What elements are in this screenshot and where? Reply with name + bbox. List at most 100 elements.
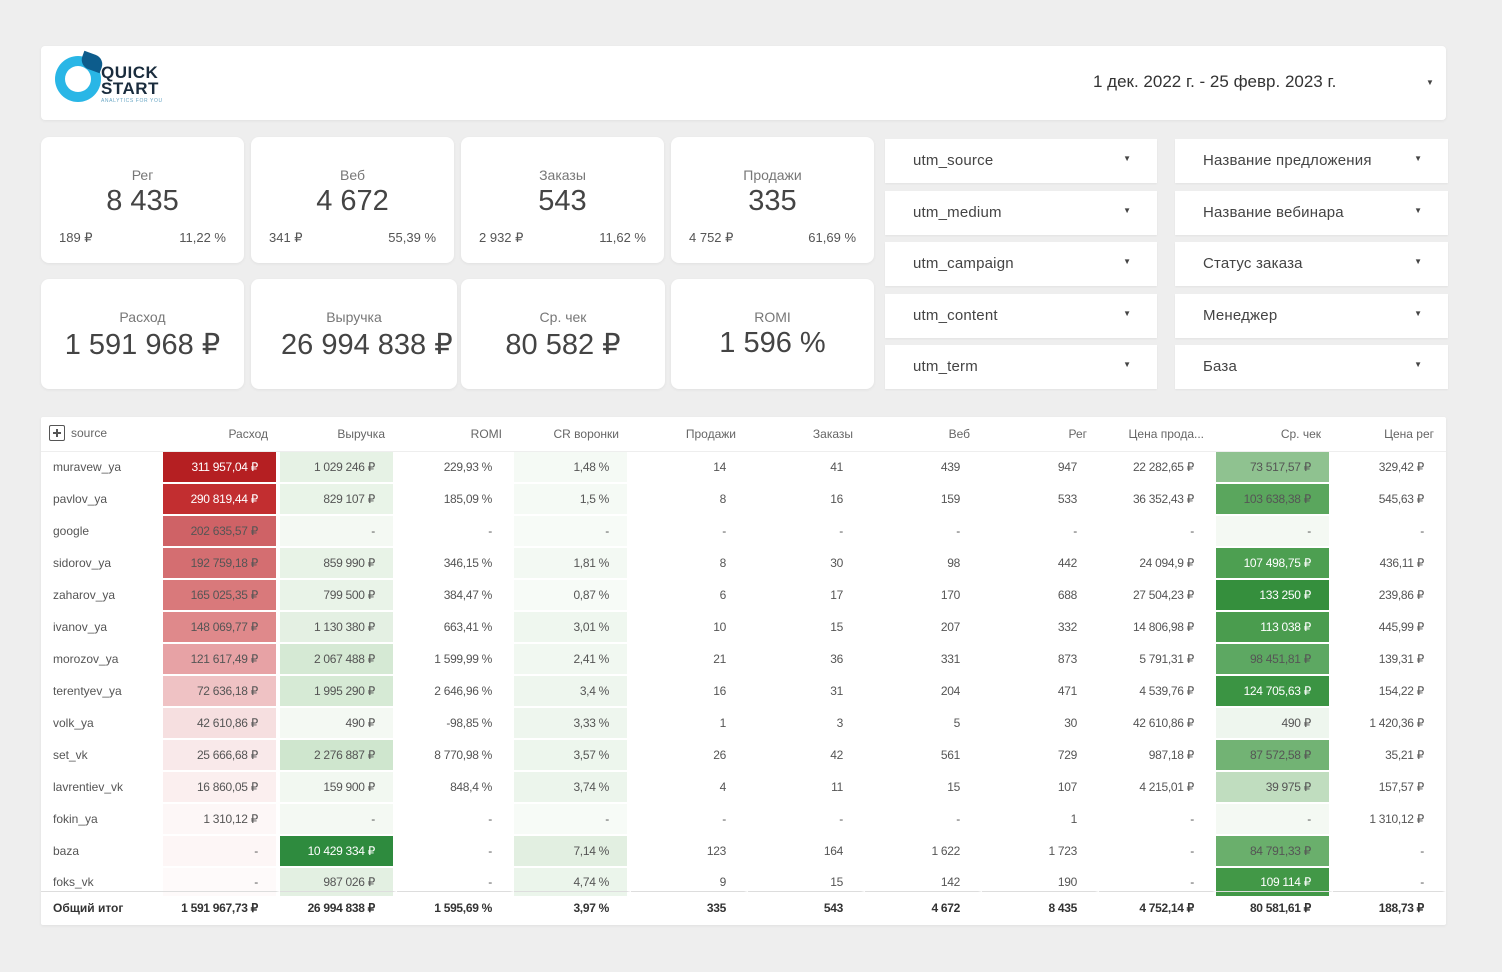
- cell-cr: 0,87 %: [514, 580, 631, 612]
- cell-reg: 1: [982, 804, 1099, 836]
- cell-source: volk_ya: [41, 708, 163, 740]
- cell-sale-price: 42 610,86 ₽: [1099, 708, 1216, 740]
- chevron-down-icon[interactable]: ▼: [1123, 154, 1131, 163]
- cell-reg-price: 329,42 ₽: [1333, 452, 1446, 484]
- filter-webinar-name[interactable]: Название вебинара ▼: [1175, 191, 1448, 235]
- date-range-picker[interactable]: 1 дек. 2022 г. - 25 февр. 2023 г.: [1093, 72, 1337, 91]
- cell-expense: 148 069,77 ₽: [163, 612, 280, 644]
- table-row[interactable]: set_vk 25 666,68 ₽2 276 887 ₽8 770,98 % 3,…: [41, 740, 1446, 772]
- filter-utm-content[interactable]: utm_content ▼: [885, 294, 1157, 338]
- table-header-row: source Расход Выручка ROMI CR воронки Пр…: [41, 417, 1446, 452]
- cell-expense: 311 957,04 ₽: [163, 452, 280, 484]
- cell-reg: 688: [982, 580, 1099, 612]
- cell-sales: 21: [631, 644, 748, 676]
- pivot-table: source Расход Выручка ROMI CR воронки Пр…: [41, 417, 1446, 896]
- table-row[interactable]: ivanov_ya 148 069,77 ₽1 130 380 ₽663,41 %…: [41, 612, 1446, 644]
- filter-label: utm_content: [913, 307, 998, 324]
- cell-avg-check: 98 451,81 ₽: [1216, 644, 1333, 676]
- cell-sale-price: -: [1099, 836, 1216, 868]
- col-header-source[interactable]: source: [41, 417, 163, 452]
- col-header-label: source: [71, 426, 108, 441]
- table-row[interactable]: lavrentiev_vk 16 860,05 ₽159 900 ₽848,4 %…: [41, 772, 1446, 804]
- col-header-reg[interactable]: Рег: [982, 417, 1099, 452]
- col-header-orders[interactable]: Заказы: [748, 417, 865, 452]
- total-sale-price: 4 752,14 ₽: [1099, 891, 1216, 924]
- cell-expense: 192 759,18 ₽: [163, 548, 280, 580]
- cell-orders: 15: [748, 612, 865, 644]
- filter-label: utm_campaign: [913, 255, 1014, 272]
- chevron-down-icon[interactable]: ▼: [1123, 360, 1131, 369]
- col-header-web[interactable]: Веб: [865, 417, 982, 452]
- cell-sales: 123: [631, 836, 748, 868]
- cell-web: 204: [865, 676, 982, 708]
- filter-offer-name[interactable]: Название предложения ▼: [1175, 139, 1448, 183]
- cell-sales: 8: [631, 548, 748, 580]
- cell-revenue: -: [280, 516, 397, 548]
- cell-source: google: [41, 516, 163, 548]
- chevron-down-icon[interactable]: ▼: [1414, 257, 1422, 266]
- cell-sale-price: 4 215,01 ₽: [1099, 772, 1216, 804]
- cell-avg-check: 133 250 ₽: [1216, 580, 1333, 612]
- chevron-down-icon[interactable]: ▼: [1123, 257, 1131, 266]
- chevron-down-icon[interactable]: ▼: [1414, 154, 1422, 163]
- filter-utm-campaign[interactable]: utm_campaign ▼: [885, 242, 1157, 286]
- total-reg: 8 435: [982, 891, 1099, 924]
- filter-base[interactable]: База ▼: [1175, 345, 1448, 389]
- filter-utm-medium[interactable]: utm_medium ▼: [885, 191, 1157, 235]
- col-header-cr[interactable]: CR воронки: [514, 417, 631, 452]
- table-row[interactable]: fokin_ya 1 310,12 ₽ - - - - - -1- -1 310,12 ₽: [41, 804, 1446, 836]
- cell-cr: -: [514, 804, 631, 836]
- col-header-expense[interactable]: Расход: [163, 417, 280, 452]
- filter-utm-term[interactable]: utm_term ▼: [885, 345, 1157, 389]
- table-row[interactable]: terentyev_ya 72 636,18 ₽1 995 290 ₽2 646,…: [41, 676, 1446, 708]
- table-body: muravew_ya 311 957,04 ₽1 029 246 ₽229,93 …: [41, 452, 1446, 896]
- cell-reg-price: 445,99 ₽: [1333, 612, 1446, 644]
- filter-manager[interactable]: Менеджер ▼: [1175, 294, 1448, 338]
- chevron-down-icon[interactable]: ▼: [1414, 206, 1422, 215]
- cell-reg-price: 436,11 ₽: [1333, 548, 1446, 580]
- col-header-avg-check[interactable]: Ср. чек: [1216, 417, 1333, 452]
- cell-sale-price: -: [1099, 516, 1216, 548]
- chevron-down-icon[interactable]: ▼: [1123, 309, 1131, 318]
- table-row[interactable]: pavlov_ya 290 819,44 ₽829 107 ₽185,09 % 1,…: [41, 484, 1446, 516]
- cell-sale-price: -: [1099, 804, 1216, 836]
- col-header-sale-price[interactable]: Цена прода...: [1099, 417, 1216, 452]
- cell-sales: 26: [631, 740, 748, 772]
- cell-orders: 164: [748, 836, 865, 868]
- filter-utm-source[interactable]: utm_source ▼: [885, 139, 1157, 183]
- chevron-down-icon[interactable]: ▼: [1414, 360, 1422, 369]
- cell-reg: -: [982, 516, 1099, 548]
- cell-reg-price: 1 420,36 ₽: [1333, 708, 1446, 740]
- kpi-conversion: 11,22 %: [179, 230, 226, 245]
- cell-source: fokin_ya: [41, 804, 163, 836]
- col-header-revenue[interactable]: Выручка: [280, 417, 397, 452]
- logo-tagline: ANALYTICS FOR YOU: [101, 98, 163, 104]
- table-row[interactable]: google 202 635,57 ₽ - - - - - - - - - -: [41, 516, 1446, 548]
- cell-orders: 41: [748, 452, 865, 484]
- table-row[interactable]: baza -10 429 334 ₽ -7,14 % 123 164 1 622 1 723…: [41, 836, 1446, 868]
- table-row[interactable]: muravew_ya 311 957,04 ₽1 029 246 ₽229,93 …: [41, 452, 1446, 484]
- chevron-down-icon[interactable]: ▼: [1414, 309, 1422, 318]
- cell-avg-check: 73 517,57 ₽: [1216, 452, 1333, 484]
- cell-web: 331: [865, 644, 982, 676]
- table-row[interactable]: morozov_ya 121 617,49 ₽2 067 488 ₽1 599,9…: [41, 644, 1446, 676]
- filter-order-status[interactable]: Статус заказа ▼: [1175, 242, 1448, 286]
- plus-square-icon[interactable]: [49, 425, 65, 441]
- col-header-romi[interactable]: ROMI: [397, 417, 514, 452]
- cell-romi: 346,15 %: [397, 548, 514, 580]
- cell-web: -: [865, 516, 982, 548]
- chevron-down-icon[interactable]: ▼: [1123, 206, 1131, 215]
- date-range-dropdown-icon[interactable]: ▼: [1426, 78, 1434, 87]
- col-header-reg-price[interactable]: Цена рег: [1333, 417, 1446, 452]
- cell-source: set_vk: [41, 740, 163, 772]
- cell-expense: 72 636,18 ₽: [163, 676, 280, 708]
- kpi-card-expense: Расход 1 591 968 ₽: [41, 279, 244, 389]
- total-expense: 1 591 967,73 ₽: [163, 891, 280, 924]
- table-row[interactable]: volk_ya 42 610,86 ₽490 ₽ -98,85 % 3,33 % 1 3 5…: [41, 708, 1446, 740]
- table-row[interactable]: sidorov_ya 192 759,18 ₽859 990 ₽346,15 % 1…: [41, 548, 1446, 580]
- cell-revenue: 829 107 ₽: [280, 484, 397, 516]
- kpi-conversion: 61,69 %: [808, 230, 856, 245]
- table-row[interactable]: zaharov_ya 165 025,35 ₽799 500 ₽384,47 % 0…: [41, 580, 1446, 612]
- col-header-sales[interactable]: Продажи: [631, 417, 748, 452]
- cell-orders: 17: [748, 580, 865, 612]
